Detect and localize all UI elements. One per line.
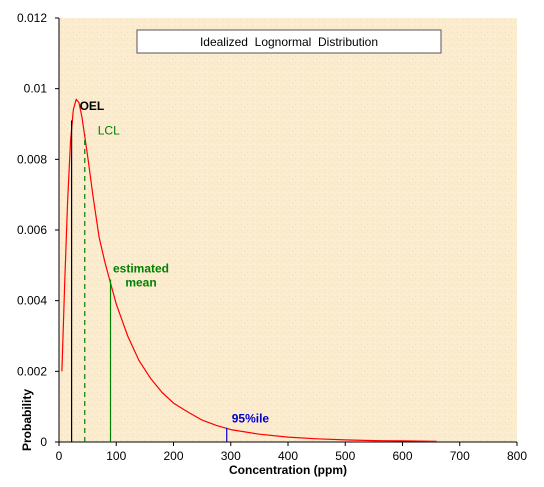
x-tick-label: 700 <box>450 449 470 463</box>
axes: 0 100 200 300 400 500 600 700 800 0 0.002 0.004 0.00… <box>17 11 527 463</box>
marker-label-lcl: LCL <box>98 124 120 138</box>
chart-title: Idealized Lognormal Distribution <box>200 35 378 49</box>
marker-label-95-ile: 95%ile <box>232 412 270 426</box>
marker-layer: OEL LCL estimated mean 95%ile <box>70 99 270 442</box>
y-tick-label: 0.004 <box>17 294 47 308</box>
y-axis-title: Probability <box>20 389 34 451</box>
y-tick-label: 0.002 <box>17 364 47 378</box>
x-tick-label: 100 <box>106 449 126 463</box>
x-axis-title: Concentration (ppm) <box>229 463 347 477</box>
marker-label-oel: OEL <box>80 99 105 113</box>
y-tick-label: 0.006 <box>17 223 47 237</box>
marker-label-estimated-mean: estimated mean <box>113 261 169 289</box>
chart-title-box: Idealized Lognormal Distribution <box>136 29 442 54</box>
x-tick-label: 0 <box>56 449 63 463</box>
x-tick-label: 400 <box>278 449 298 463</box>
x-tick-label: 500 <box>335 449 355 463</box>
distribution-curve <box>61 98 437 442</box>
y-tick-label: 0.008 <box>17 152 47 166</box>
series-layer <box>61 98 437 442</box>
y-tick-label: 0.01 <box>24 82 48 96</box>
plot-background <box>59 18 517 442</box>
x-tick-label: 200 <box>163 449 183 463</box>
x-tick-label: 800 <box>507 449 527 463</box>
y-tick-label: 0.012 <box>17 11 47 25</box>
x-tick-label: 300 <box>221 449 241 463</box>
x-tick-label: 600 <box>392 449 412 463</box>
y-tick-label: 0 <box>40 435 47 449</box>
